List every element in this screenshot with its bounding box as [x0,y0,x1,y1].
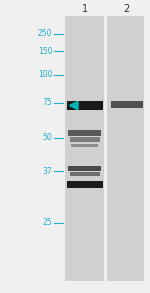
Bar [68,166,101,171]
Text: 1: 1 [82,4,88,14]
Text: 75: 75 [43,98,52,107]
Text: 50: 50 [43,133,52,142]
Bar [70,172,100,176]
Text: 150: 150 [38,47,52,56]
Bar [65,16,104,281]
Text: 37: 37 [43,167,52,176]
Bar [67,101,103,110]
Text: 2: 2 [124,4,130,14]
Text: 25: 25 [43,218,52,227]
Text: 250: 250 [38,29,52,38]
Bar [107,16,144,281]
Bar [111,101,142,108]
Bar [70,137,100,142]
Bar [71,144,98,147]
Bar [67,181,103,188]
Bar [68,130,101,136]
Text: 100: 100 [38,70,52,79]
